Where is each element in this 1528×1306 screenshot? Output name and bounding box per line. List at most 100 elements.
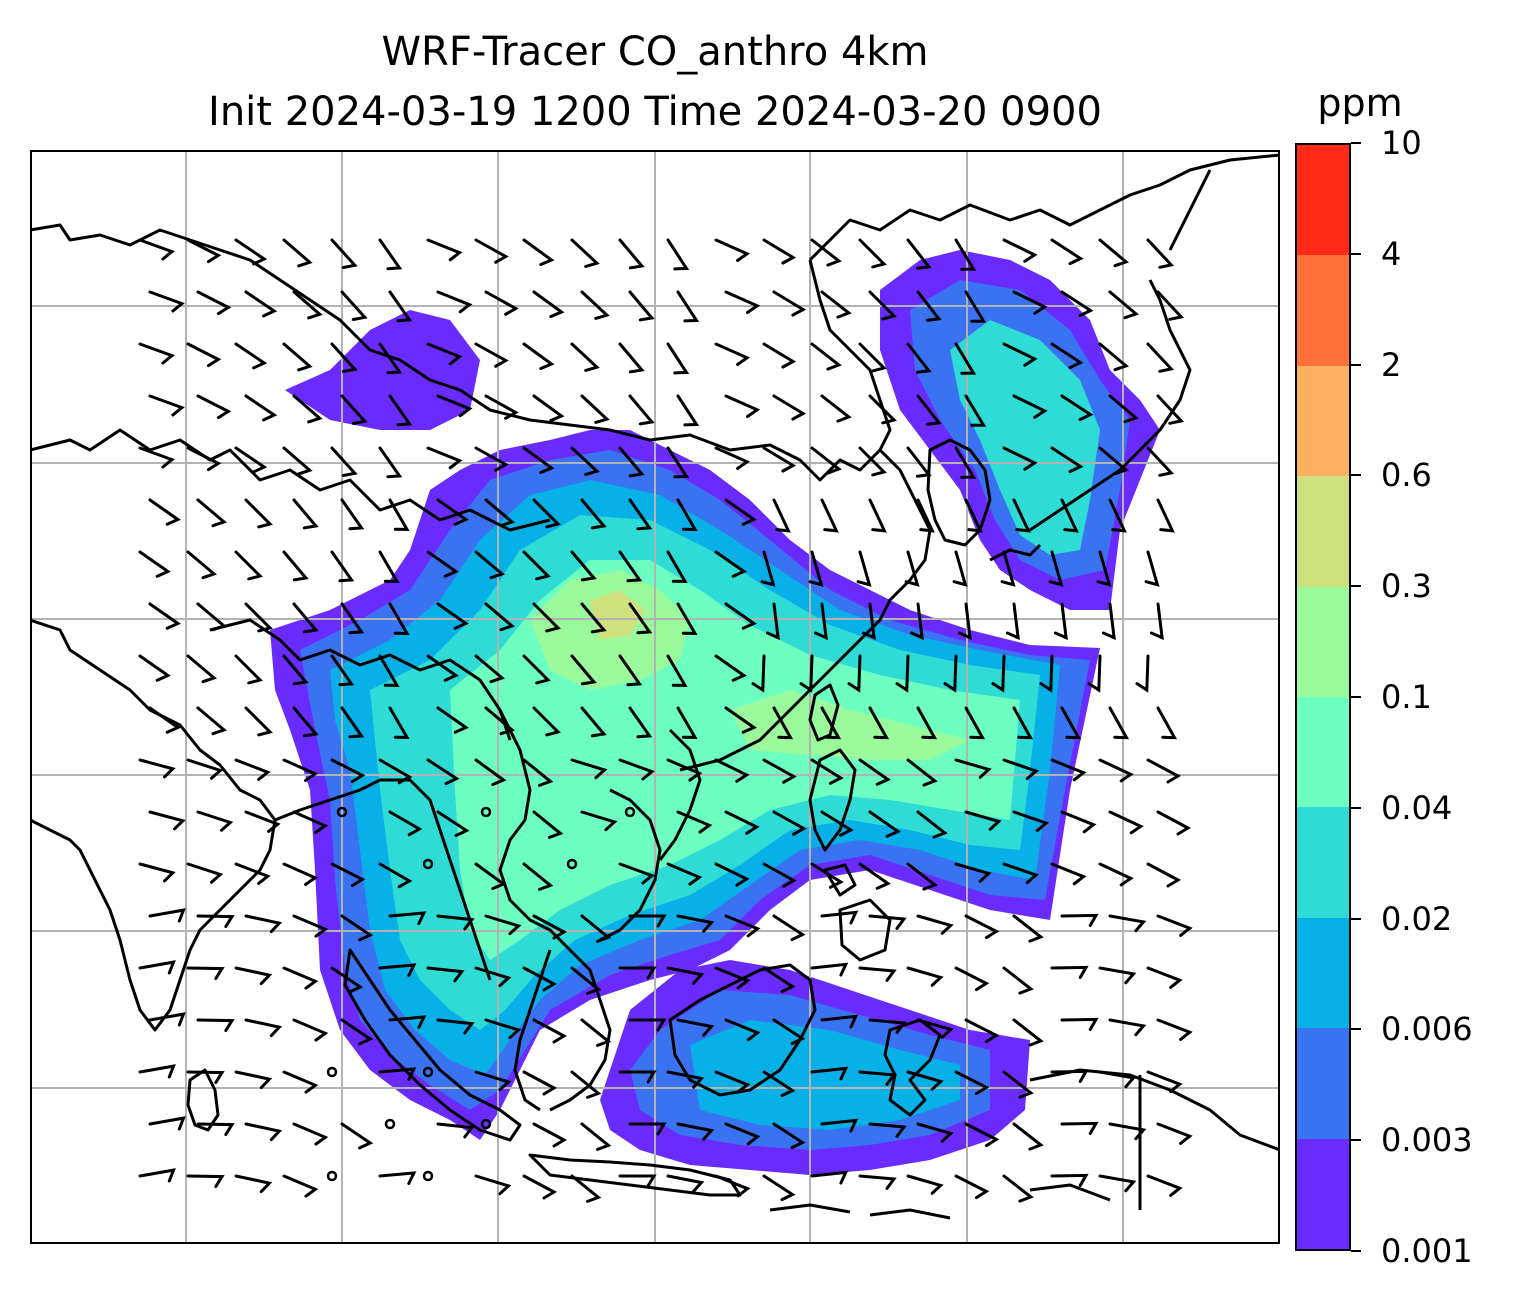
wind-barb bbox=[858, 446, 887, 477]
wind-barb bbox=[234, 342, 268, 370]
wind-barb bbox=[858, 862, 891, 890]
coastline-new-guinea bbox=[1029, 1068, 1280, 1210]
wind-barb bbox=[1012, 706, 1034, 740]
wind-barb bbox=[714, 550, 747, 578]
wind-barb bbox=[330, 342, 358, 373]
wind-barb bbox=[1002, 862, 1040, 885]
wind-barb bbox=[570, 446, 600, 476]
coastline-taiwan bbox=[808, 683, 840, 742]
wind-barb bbox=[1002, 966, 1034, 995]
wind-barb bbox=[436, 498, 469, 526]
wind-barb bbox=[906, 758, 938, 787]
wind-barb bbox=[628, 602, 653, 635]
wind-barb bbox=[954, 758, 992, 779]
concentration-contour bbox=[730, 690, 970, 760]
wind-barb bbox=[292, 1018, 329, 1042]
wind-barb bbox=[522, 862, 554, 891]
wind-barb bbox=[868, 290, 897, 321]
coastline-luzon bbox=[808, 748, 857, 852]
wind-barb bbox=[1050, 965, 1089, 979]
wind-barb bbox=[1108, 706, 1130, 740]
colorbar-segment bbox=[1297, 807, 1349, 918]
wind-barb bbox=[820, 394, 852, 423]
wind-barb bbox=[1060, 1121, 1099, 1135]
wind-barb bbox=[340, 1122, 374, 1150]
wind-barb bbox=[676, 290, 700, 323]
colorbar-tick bbox=[1351, 474, 1361, 477]
wind-barb bbox=[1050, 446, 1084, 474]
colorbar-tick bbox=[1351, 806, 1361, 809]
wind-barb bbox=[906, 862, 938, 891]
colorbar-tick-label: 0.003 bbox=[1381, 1121, 1473, 1160]
wind-barb bbox=[474, 550, 505, 580]
wind-barb bbox=[1060, 498, 1079, 533]
wind-barb bbox=[1146, 966, 1183, 989]
wind-barb bbox=[906, 342, 932, 374]
wind-barb bbox=[666, 446, 690, 479]
wind-barb bbox=[532, 706, 561, 737]
wind-barb bbox=[1060, 1017, 1099, 1031]
wind-barb bbox=[958, 602, 972, 641]
co-concentration-field bbox=[270, 250, 1160, 1175]
wind-barb bbox=[628, 1122, 667, 1136]
coastline-sri-lanka bbox=[186, 1068, 220, 1132]
wind-barb bbox=[148, 394, 185, 417]
wind-barb bbox=[330, 238, 358, 269]
wind-barb bbox=[772, 290, 807, 317]
wind-barb bbox=[618, 862, 655, 885]
wind-barb bbox=[916, 706, 938, 740]
wind-barb bbox=[282, 446, 313, 476]
wind-barb bbox=[954, 342, 977, 375]
colorbar-tick-label: 0.006 bbox=[1381, 1010, 1473, 1049]
colorbar-unit-label: ppm bbox=[1317, 81, 1403, 125]
wind-barb bbox=[474, 1174, 512, 1196]
wind-barb bbox=[954, 966, 990, 992]
wind-barb bbox=[628, 1018, 667, 1032]
wind-barb bbox=[964, 290, 987, 323]
wind-barb bbox=[532, 1122, 568, 1148]
map-canvas bbox=[30, 150, 1280, 1244]
coastline-sakhalin bbox=[1168, 169, 1212, 251]
wind-barb bbox=[1002, 758, 1040, 781]
wind-barb bbox=[522, 966, 558, 992]
wind-barb bbox=[1050, 758, 1087, 782]
wind-barb bbox=[138, 238, 175, 261]
wind-barb bbox=[618, 342, 645, 374]
colorbar-tick-label: 4 bbox=[1381, 234, 1402, 273]
wind-barb bbox=[580, 810, 618, 832]
wind-barb bbox=[522, 446, 555, 474]
wind-barb bbox=[1006, 602, 1020, 641]
wind-barb bbox=[868, 810, 901, 838]
wind-barb bbox=[138, 446, 175, 469]
wind-barb bbox=[484, 498, 515, 528]
calm-wind-circle bbox=[566, 858, 578, 870]
wind-barb bbox=[714, 238, 751, 262]
wind-barb bbox=[244, 914, 283, 934]
wind-barb bbox=[1002, 342, 1038, 367]
border-himalaya bbox=[209, 618, 512, 741]
wind-barb bbox=[244, 1018, 283, 1038]
wind-barb bbox=[186, 238, 222, 264]
wind-barb bbox=[340, 914, 374, 942]
wind-barb bbox=[186, 862, 224, 884]
wind-barb bbox=[1156, 1018, 1193, 1041]
wind-barb bbox=[282, 238, 313, 268]
wind-barb bbox=[234, 1174, 273, 1194]
wind-barb bbox=[148, 498, 181, 526]
wind-barb bbox=[282, 654, 309, 686]
wind-barb bbox=[186, 1174, 225, 1188]
wind-barb bbox=[808, 550, 824, 587]
wind-barb bbox=[522, 1070, 558, 1096]
wind-barb bbox=[724, 290, 761, 314]
wind-barb bbox=[340, 498, 365, 531]
wind-barb bbox=[1060, 810, 1097, 834]
wind-barb bbox=[436, 914, 475, 931]
wind-barb bbox=[762, 862, 797, 888]
wind-barb bbox=[772, 498, 791, 533]
colorbar-tick-label: 10 bbox=[1381, 124, 1422, 162]
wind-barb bbox=[436, 1018, 475, 1035]
wind-barb bbox=[858, 1174, 897, 1190]
wind-barb bbox=[186, 550, 217, 580]
colorbar-segment bbox=[1297, 1028, 1349, 1139]
wind-barb bbox=[724, 1018, 761, 1042]
